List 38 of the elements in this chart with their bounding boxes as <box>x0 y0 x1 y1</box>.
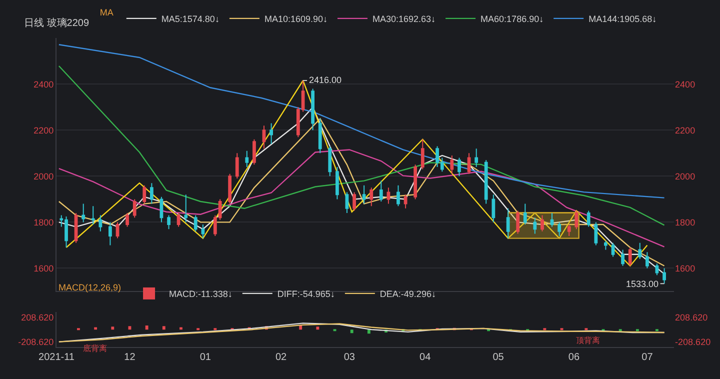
x-tick-label: 12 <box>124 352 136 364</box>
y-tick-label: 1800 <box>34 217 54 228</box>
annotation: 顶背离 <box>576 336 600 345</box>
legend-label: MA144:1905.68↓ <box>588 14 657 24</box>
x-tick-label: 02 <box>275 352 288 364</box>
y-tick-label: 208.620 <box>21 312 54 323</box>
x-tick-label: 07 <box>642 352 654 364</box>
legend-title: MACD(12,26,9) <box>58 282 122 293</box>
y2-tick-label: 2400 <box>675 79 696 90</box>
y2-tick-label: 1800 <box>675 217 696 228</box>
legend-label: MA5:1574.80↓ <box>161 14 220 24</box>
y-tick-label: -208.620 <box>18 336 54 347</box>
legend-label: DIFF:-54.965↓ <box>277 288 335 299</box>
annotation: 2416.00 <box>309 75 342 85</box>
y-tick-label: 1600 <box>34 263 54 274</box>
x-tick-label: 04 <box>420 352 432 364</box>
x-tick-label: 05 <box>492 352 504 364</box>
x-tick-label: 03 <box>344 352 356 364</box>
annotation: 底背离 <box>83 344 107 353</box>
legend-title: MA <box>100 8 114 18</box>
y-tick-label: 2000 <box>34 171 54 182</box>
y2-tick-label: 1600 <box>675 263 696 274</box>
annotation: 1533.00 <box>626 279 659 289</box>
legend-label: MA10:1609.90↓ <box>264 14 328 24</box>
legend-label: MA30:1692.63↓ <box>372 14 436 24</box>
y2-tick-label: -208.620 <box>675 336 711 347</box>
y2-tick-label: 208.620 <box>675 312 708 323</box>
legend-label: DEA:-49.296↓ <box>380 288 436 299</box>
x-tick-label: 2021-11 <box>38 352 75 364</box>
chart-title: 日线 玻璃2209 <box>24 17 90 29</box>
legend-label: MACD:-11.338↓ <box>169 288 232 299</box>
legend-label: MA60:1786.90↓ <box>480 14 544 24</box>
y2-tick-label: 2000 <box>675 171 696 182</box>
y-tick-label: 2400 <box>34 79 54 90</box>
x-tick-label: 01 <box>200 352 212 364</box>
y2-tick-label: 2200 <box>675 125 696 136</box>
x-tick-label: 06 <box>568 352 580 364</box>
y-tick-label: 2200 <box>34 125 54 136</box>
